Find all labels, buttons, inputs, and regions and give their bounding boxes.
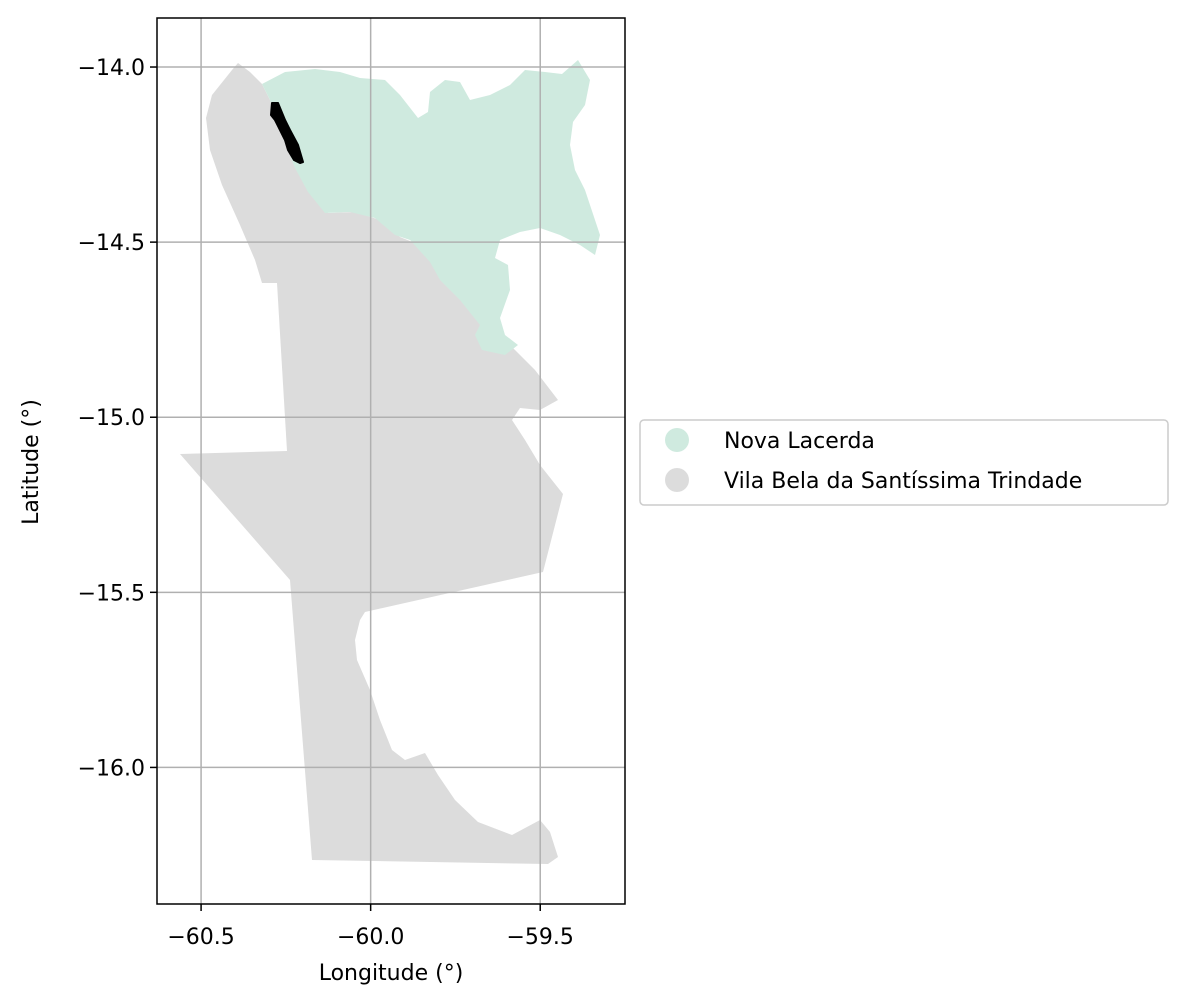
highlighted-feature bbox=[270, 102, 304, 164]
region-nova-lacerda bbox=[262, 60, 600, 355]
legend-marker-nova-lacerda bbox=[665, 428, 689, 452]
y-tick-label: −16.0 bbox=[78, 756, 145, 781]
y-axis-ticks: −14.0 −14.5 −15.0 −15.5 −16.0 bbox=[78, 56, 157, 781]
legend-label-vila-bela: Vila Bela da Santíssima Trindade bbox=[724, 469, 1082, 494]
y-tick-label: −15.5 bbox=[78, 581, 145, 606]
legend-label-nova-lacerda: Nova Lacerda bbox=[724, 429, 875, 454]
y-tick-label: −15.0 bbox=[78, 406, 145, 431]
x-tick-label: −60.5 bbox=[167, 925, 234, 950]
y-tick-label: −14.0 bbox=[78, 56, 145, 81]
y-axis-label: Latitude (°) bbox=[19, 399, 44, 525]
plot-area bbox=[157, 18, 625, 904]
legend-marker-vila-bela bbox=[665, 468, 689, 492]
legend-box bbox=[639, 419, 1169, 506]
y-tick-label: −14.5 bbox=[78, 231, 145, 256]
x-tick-label: −59.5 bbox=[507, 925, 574, 950]
grid-lines bbox=[157, 18, 625, 904]
x-axis-label: Longitude (°) bbox=[319, 961, 464, 986]
x-tick-label: −60.0 bbox=[337, 925, 404, 950]
x-axis-ticks: −60.5 −60.0 −59.5 bbox=[167, 904, 574, 950]
region-vila-bela-da-santissima-trindade bbox=[180, 63, 563, 864]
axes-frame bbox=[156, 17, 626, 905]
legend: Nova Lacerda Vila Bela da Santíssima Tri… bbox=[639, 419, 1169, 506]
